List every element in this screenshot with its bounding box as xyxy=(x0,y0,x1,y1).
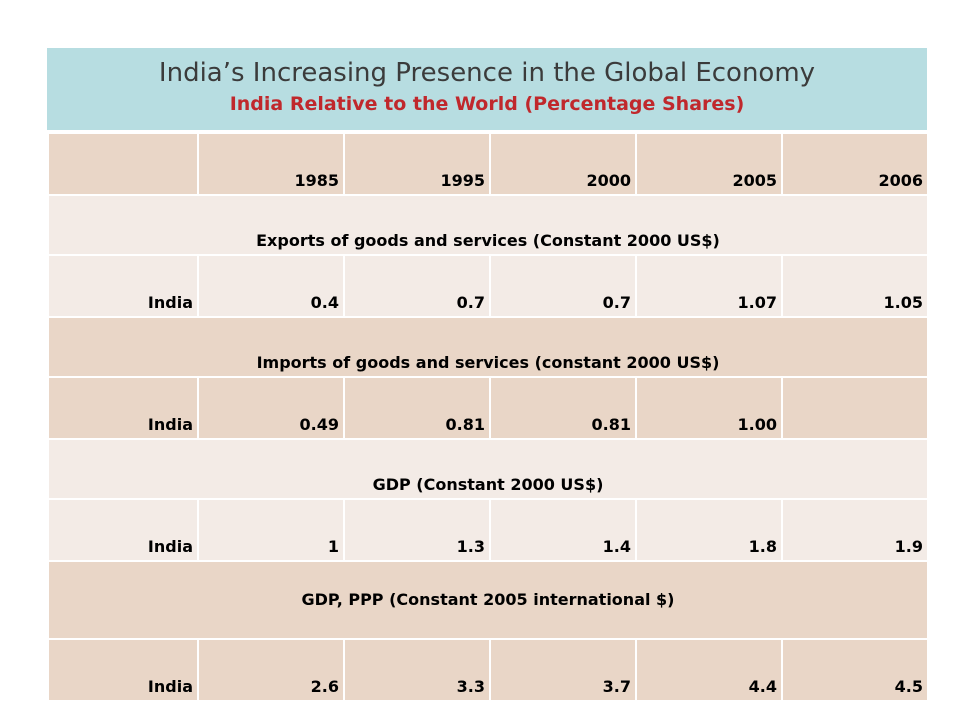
value-cell: 1 xyxy=(197,498,345,562)
section-heading-gdp-ppp: GDP, PPP (Constant 2005 international $) xyxy=(47,560,929,640)
row-label: India xyxy=(47,498,199,562)
year-cell: 2000 xyxy=(489,132,637,196)
year-cell: 2006 xyxy=(781,132,929,196)
data-table: 1985 1995 2000 2005 2006 Exports of good… xyxy=(47,132,929,702)
value-cell xyxy=(781,376,929,440)
value-cell: 0.4 xyxy=(197,254,345,318)
value-cell: 1.4 xyxy=(489,498,637,562)
section-heading-row: Exports of goods and services (Constant … xyxy=(47,194,929,256)
page-subtitle: India Relative to the World (Percentage … xyxy=(229,93,745,115)
value-cell: 0.7 xyxy=(489,254,637,318)
row-label: India xyxy=(47,638,199,702)
year-cell: 1985 xyxy=(197,132,345,196)
section-heading-row: GDP, PPP (Constant 2005 international $) xyxy=(47,560,929,640)
page-title: India’s Increasing Presence in the Globa… xyxy=(158,58,816,88)
value-cell: 1.05 xyxy=(781,254,929,318)
year-cell: 1995 xyxy=(343,132,491,196)
value-cell: 1.00 xyxy=(635,376,783,440)
value-cell: 1.07 xyxy=(635,254,783,318)
value-cell: 3.7 xyxy=(489,638,637,702)
title-banner: India’s Increasing Presence in the Globa… xyxy=(47,48,927,130)
value-cell: 1.8 xyxy=(635,498,783,562)
table-row: India 0.4 0.7 0.7 1.07 1.05 xyxy=(47,254,929,318)
table-row: India 0.49 0.81 0.81 1.00 xyxy=(47,376,929,440)
value-cell: 4.5 xyxy=(781,638,929,702)
value-cell: 0.81 xyxy=(489,376,637,440)
value-cell: 0.49 xyxy=(197,376,345,440)
section-heading-exports: Exports of goods and services (Constant … xyxy=(47,194,929,256)
section-heading-row: Imports of goods and services (constant … xyxy=(47,316,929,378)
value-cell: 1.9 xyxy=(781,498,929,562)
table-row: India 1 1.3 1.4 1.8 1.9 xyxy=(47,498,929,562)
value-cell: 0.81 xyxy=(343,376,491,440)
row-label: India xyxy=(47,376,199,440)
value-cell: 1.3 xyxy=(343,498,491,562)
year-cell: 2005 xyxy=(635,132,783,196)
value-cell: 4.4 xyxy=(635,638,783,702)
row-label: India xyxy=(47,254,199,318)
header-corner-cell xyxy=(47,132,199,196)
value-cell: 2.6 xyxy=(197,638,345,702)
value-cell: 0.7 xyxy=(343,254,491,318)
table-row: India 2.6 3.3 3.7 4.4 4.5 xyxy=(47,638,929,702)
section-heading-gdp: GDP (Constant 2000 US$) xyxy=(47,438,929,500)
section-heading-imports: Imports of goods and services (constant … xyxy=(47,316,929,378)
value-cell: 3.3 xyxy=(343,638,491,702)
section-heading-row: GDP (Constant 2000 US$) xyxy=(47,438,929,500)
year-header-row: 1985 1995 2000 2005 2006 xyxy=(47,132,929,196)
